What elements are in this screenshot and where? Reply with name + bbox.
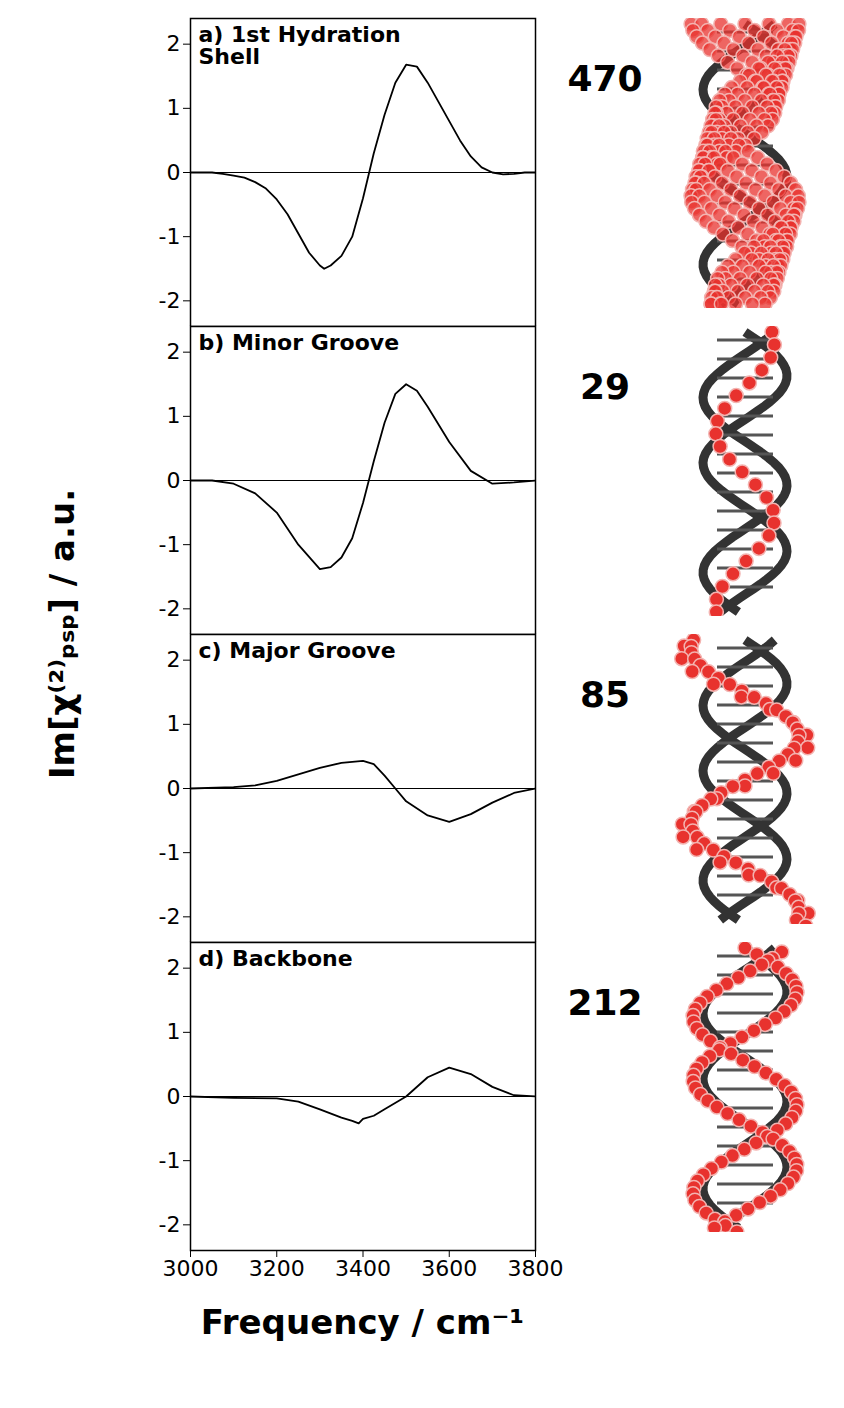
svg-text:0: 0: [167, 160, 181, 185]
svg-text:1: 1: [167, 95, 181, 120]
svg-text:3200: 3200: [249, 1256, 305, 1281]
svg-text:a) 1st HydrationShell: a) 1st HydrationShell: [199, 22, 401, 69]
svg-text:2: 2: [167, 339, 181, 364]
svg-text:2: 2: [167, 31, 181, 56]
svg-text:2: 2: [167, 955, 181, 980]
html-text:Im[χ⁽²⁾ₚₛₚ] / a.u.: Im[χ⁽²⁾ₚₛₚ] / a.u.: [42, 488, 82, 780]
html-text:85: 85: [579, 674, 630, 715]
svg-text:d) Backbone: d) Backbone: [199, 946, 353, 971]
svg-text:-1: -1: [159, 1148, 181, 1173]
svg-text:c) Major Groove: c) Major Groove: [199, 638, 396, 663]
svg-text:-2: -2: [159, 1212, 181, 1237]
html-text:Frequency / cm⁻¹: Frequency / cm⁻¹: [200, 1302, 525, 1342]
svg-text:3600: 3600: [421, 1256, 477, 1281]
html-text:29: 29: [579, 366, 630, 407]
svg-text:3800: 3800: [508, 1256, 564, 1281]
svg-text:1: 1: [167, 711, 181, 736]
svg-text:3000: 3000: [163, 1256, 219, 1281]
svg-text:0: 0: [167, 1084, 181, 1109]
svg-text:2: 2: [167, 647, 181, 672]
svg-text:0: 0: [167, 468, 181, 493]
html-text:470: 470: [567, 58, 643, 99]
svg-text:-2: -2: [159, 288, 181, 313]
html-text:212: 212: [567, 982, 643, 1023]
svg-text:0: 0: [167, 776, 181, 801]
svg-text:1: 1: [167, 1019, 181, 1044]
svg-text:-1: -1: [159, 840, 181, 865]
svg-text:-2: -2: [159, 596, 181, 621]
svg-text:1: 1: [167, 403, 181, 428]
svg-text:3400: 3400: [335, 1256, 391, 1281]
svg-text:-2: -2: [159, 904, 181, 929]
svg-text:-1: -1: [159, 224, 181, 249]
svg-text:b) Minor Groove: b) Minor Groove: [199, 330, 400, 355]
svg-text:-1: -1: [159, 532, 181, 557]
